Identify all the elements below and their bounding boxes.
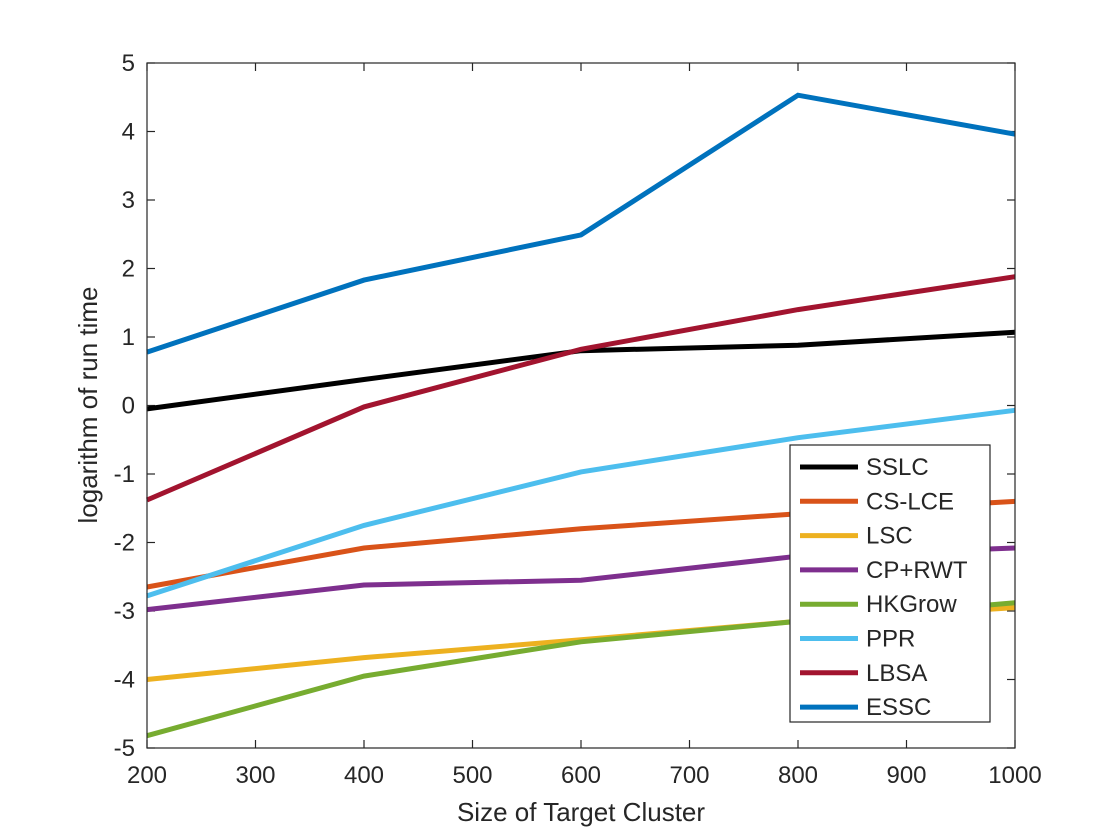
series-line-ppr (146, 407, 1016, 599)
legend: SSLC CS-LCE LSC CP+RWT HKGrow PPR LBSA ESSC (789, 444, 991, 723)
x-tick-label: 500 (452, 762, 492, 789)
y-tick-label: 0 (122, 393, 135, 420)
x-axis-label: Size of Target Cluster (457, 797, 705, 827)
y-tick-label: -5 (114, 735, 135, 762)
x-tick-label: 400 (344, 762, 384, 789)
y-axis-label: logarithm of run time (73, 287, 103, 524)
legend-label-lsc: LSC (866, 523, 913, 550)
legend-label-ppr: PPR (866, 626, 915, 653)
y-tick-label: 5 (122, 50, 135, 77)
x-axis-ticks: 200 300 400 500 600 700 800 900 1000 (127, 63, 1042, 789)
x-tick-label: 300 (235, 762, 275, 789)
y-tick-label: 4 (122, 119, 135, 146)
legend-label-cs-lce: CS-LCE (866, 488, 954, 515)
plot-frame (146, 62, 1016, 749)
x-tick-label: 600 (561, 762, 601, 789)
y-tick-label: -1 (114, 461, 135, 488)
legend-label-hkgrow: HKGrow (866, 591, 957, 618)
y-tick-label: -4 (114, 667, 135, 694)
x-tick-label: 200 (127, 762, 167, 789)
legend-label-sslc: SSLC (866, 454, 929, 481)
legend-label-cp-rwt: CP+RWT (866, 557, 968, 584)
series-line-essc (146, 92, 1016, 355)
legend-label-lbsa: LBSA (866, 660, 927, 687)
x-tick-label: 800 (778, 762, 818, 789)
x-tick-label: 900 (886, 762, 926, 789)
y-tick-label: 2 (122, 256, 135, 283)
y-tick-label: 3 (122, 187, 135, 214)
y-tick-label: -2 (114, 530, 135, 557)
y-axis-ticks: -5 -4 -3 -2 -1 0 1 2 3 4 5 (114, 50, 1015, 762)
y-tick-label: 1 (122, 324, 135, 351)
series-line-lbsa (146, 274, 1016, 503)
y-tick-label: -3 (114, 598, 135, 625)
legend-box (789, 444, 991, 723)
legend-label-essc: ESSC (866, 694, 931, 721)
x-tick-label: 1000 (988, 762, 1041, 789)
x-tick-label: 700 (669, 762, 709, 789)
